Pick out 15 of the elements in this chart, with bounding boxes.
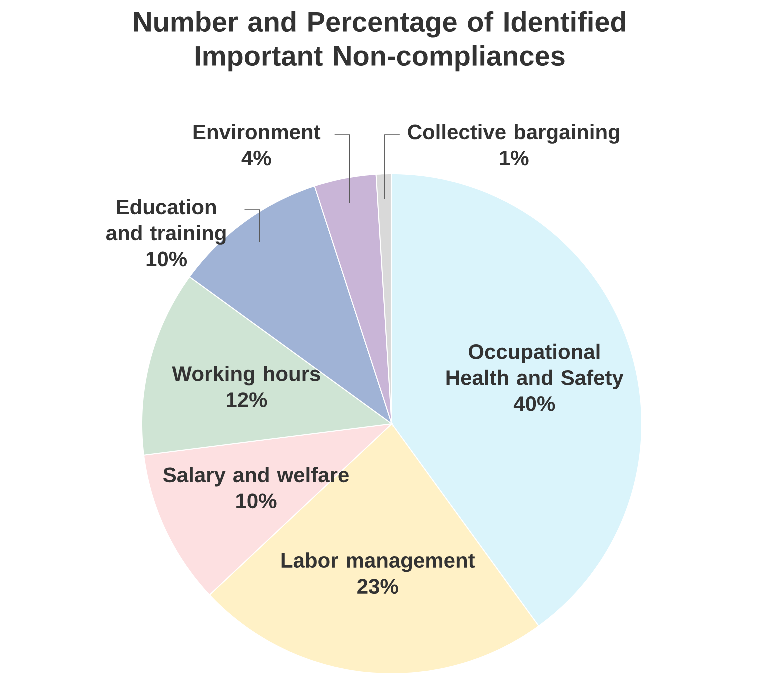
slice-label: Salary and welfare (164, 467, 349, 487)
slice-label: Occupational Health and Safety (446, 344, 624, 390)
slice-label: Education and training (106, 199, 226, 245)
slice-label: Working hours (172, 366, 320, 386)
data-label: 23% (358, 579, 398, 594)
data-label: 4% (242, 150, 272, 166)
data-label: 10% (236, 494, 277, 509)
data-label: 12% (227, 392, 268, 408)
chart-title: Number and Percentage of Identified Important Non-compliances (134, 12, 626, 72)
data-label: 10% (146, 252, 188, 267)
slice-label: Environment (194, 124, 321, 140)
slice-label: Collective bargaining (408, 124, 620, 144)
slice-label: Labor management (282, 552, 476, 572)
data-label: 1% (500, 150, 529, 166)
data-label: 40% (514, 396, 556, 412)
